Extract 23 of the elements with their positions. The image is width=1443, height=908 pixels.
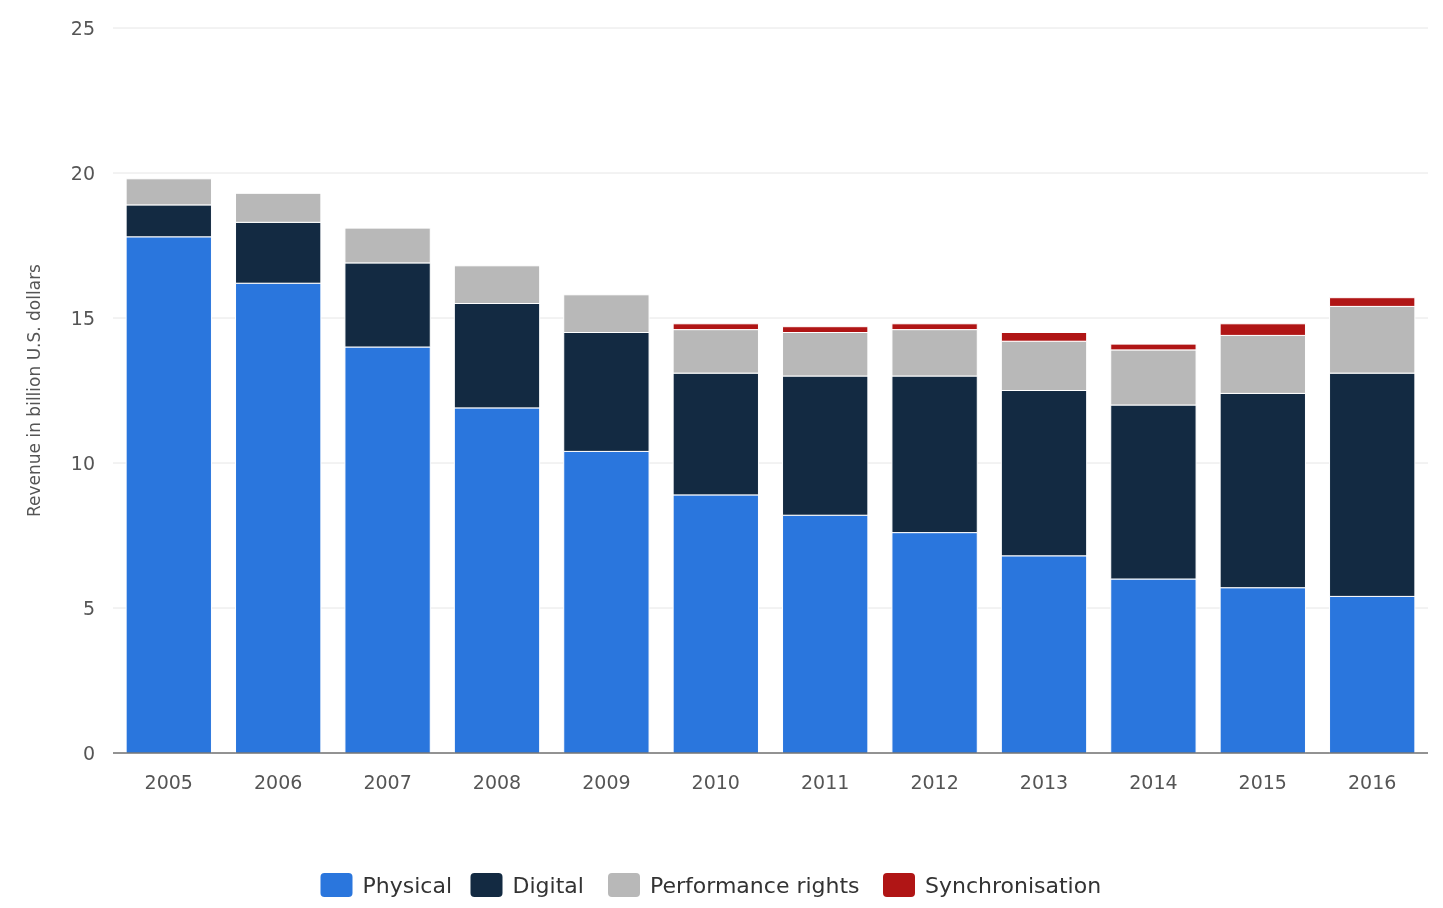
legend-label: Digital — [512, 872, 584, 898]
x-tick-label: 2012 — [910, 771, 959, 793]
x-tick-label: 2013 — [1019, 771, 1069, 793]
y-tick-label: 20 — [70, 161, 95, 184]
x-tick-label: 2016 — [1348, 771, 1397, 793]
x-tick-label: 2014 — [1129, 771, 1178, 793]
legend-label: Performance rights — [650, 872, 860, 898]
y-tick-label: 5 — [82, 596, 95, 619]
x-tick-label: 2006 — [254, 771, 303, 793]
x-tick-label: 2011 — [801, 771, 850, 793]
x-tick-label: 2009 — [582, 771, 631, 793]
y-tick-label: 15 — [70, 306, 95, 329]
legend-label: Physical — [362, 872, 452, 898]
x-tick-label: 2015 — [1238, 771, 1287, 793]
y-tick-label: 25 — [70, 16, 95, 39]
x-tick-label: 2008 — [472, 771, 522, 793]
y-tick-label: 10 — [70, 451, 95, 474]
x-tick-label: 2010 — [691, 771, 740, 793]
legend-label: Synchronisation — [925, 872, 1102, 898]
x-tick-label: 2005 — [144, 771, 193, 793]
x-tick-label: 2007 — [363, 771, 412, 793]
y-axis-title: Revenue in billion U.S. dollars — [24, 263, 44, 517]
y-tick-label: 0 — [82, 741, 95, 764]
